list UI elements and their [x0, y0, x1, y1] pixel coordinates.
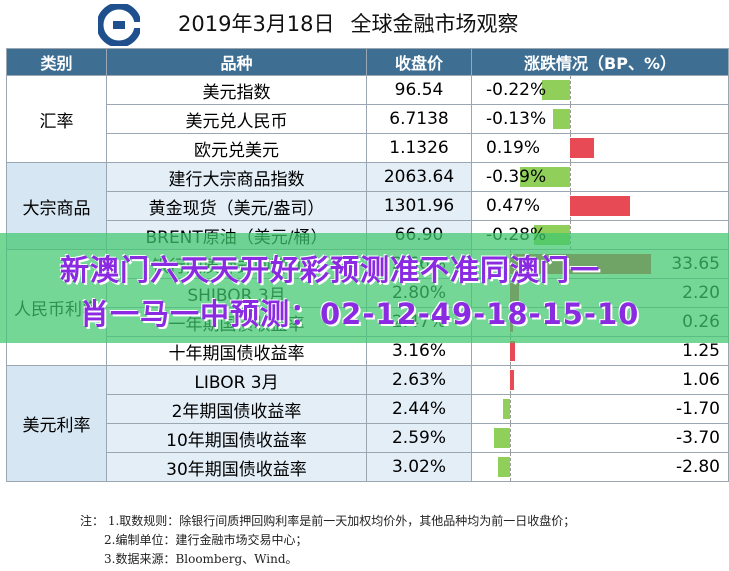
close-cell: 2.59%: [366, 423, 472, 453]
watermark-line-2: 肖一马一中预测：02-12-49-18-15-10: [80, 297, 640, 331]
change-label: -0.22%: [486, 80, 547, 100]
variety-cell: 10年期国债收益率: [106, 423, 367, 453]
change-cell: -1.70: [471, 394, 729, 424]
ccb-logo-icon: [98, 4, 140, 46]
change-bar-down: [541, 80, 570, 100]
change-cell: -0.22%: [471, 75, 729, 105]
variety-cell: 建行大宗商品指数: [106, 162, 367, 192]
change-bar-down: [502, 399, 510, 419]
table-row: 汇率 美元指数 96.54 -0.22%: [6, 75, 729, 163]
change-cell: -0.39%: [471, 162, 729, 192]
change-bar-down: [520, 167, 570, 187]
close-cell: 2063.64: [366, 162, 472, 192]
change-bar-up: [510, 370, 515, 390]
footnote-3: 3.数据来源：Bloomberg、Wind。: [104, 552, 298, 566]
zero-axis: [510, 453, 511, 481]
page-title: 2019年3月18日 全球金融市场观察: [178, 8, 519, 38]
variety-cell: LIBOR 3月: [106, 365, 367, 395]
col-header-close: 收盘价: [366, 48, 472, 76]
table-row: 2年期国债收益率 2.44% -1.70: [7, 394, 729, 424]
close-cell: 1301.96: [366, 191, 472, 221]
change-cell: -3.70: [471, 423, 729, 453]
change-label: 0.47%: [486, 196, 541, 216]
close-cell: 6.7138: [366, 104, 472, 134]
table-row: 30年期国债收益率 3.02% -2.80: [7, 452, 729, 482]
change-cell: 1.06: [471, 365, 729, 395]
col-header-variety: 品种: [106, 48, 367, 76]
watermark-banner: 新澳门六天天开好彩预测准不准同澳门一 肖一马一中预测：02-12-49-18-1…: [0, 233, 729, 343]
close-cell: 1.1326: [366, 133, 472, 163]
watermark-line-1: 新澳门六天天开好彩预测准不准同澳门一: [60, 253, 601, 287]
table-row: 大宗商品 建行大宗商品指数 2063.64 -0.39%: [6, 162, 729, 250]
change-bar-down: [498, 457, 510, 477]
close-cell: 2.44%: [366, 394, 472, 424]
table-row: 美元利率 LIBOR 3月 2.63% 1.06: [6, 365, 729, 482]
zero-axis: [510, 395, 511, 423]
change-bar-up: [570, 138, 595, 158]
change-label: -0.39%: [486, 167, 547, 187]
report-title: 全球金融市场观察: [350, 12, 519, 36]
variety-cell: 30年期国债收益率: [106, 452, 367, 482]
change-cell: -2.80: [471, 452, 729, 482]
close-cell: 2.63%: [366, 365, 472, 395]
footnote-2: 2.编制单位：建行金融市场交易中心；: [104, 533, 308, 547]
category-cell: 美元利率: [6, 365, 107, 482]
change-label: 1.06: [682, 370, 720, 390]
change-label: -2.80: [676, 457, 720, 477]
variety-cell: 黄金现货（美元/盎司）: [106, 191, 367, 221]
variety-cell: 美元兑人民币: [106, 104, 367, 134]
table-row: 黄金现货（美元/盎司） 1301.96 0.47%: [7, 191, 729, 221]
col-header-change: 涨跌情况（BP、%）: [471, 48, 729, 76]
change-label: -3.70: [676, 428, 720, 448]
close-cell: 3.02%: [366, 452, 472, 482]
variety-cell: 欧元兑美元: [106, 133, 367, 163]
change-bar-down: [553, 109, 570, 129]
change-bar-up: [510, 341, 516, 361]
zero-axis: [570, 76, 571, 104]
col-header-category: 类别: [6, 48, 107, 76]
report-date: 2019年3月18日: [178, 12, 335, 36]
zero-axis: [570, 163, 571, 191]
change-bar-down: [494, 428, 510, 448]
change-cell: 0.19%: [471, 133, 729, 163]
change-label: -1.70: [676, 399, 720, 419]
table-row: 欧元兑美元 1.1326 0.19%: [7, 133, 729, 163]
change-label: 0.19%: [486, 138, 541, 158]
change-label: 1.25: [682, 341, 720, 361]
table-header-row: 类别 品种 收盘价 涨跌情况（BP、%）: [6, 48, 729, 76]
footnote-1: 注： 1.取数规则：除银行间质押回购利率是前一天加权均价外，其他品种均为前一日收…: [80, 514, 576, 528]
header: 2019年3月18日 全球金融市场观察: [0, 0, 729, 48]
change-cell: 0.47%: [471, 191, 729, 221]
variety-cell: 2年期国债收益率: [106, 394, 367, 424]
zero-axis: [570, 105, 571, 133]
zero-axis: [510, 424, 511, 452]
change-bar-up: [570, 196, 630, 216]
change-label: -0.13%: [486, 109, 547, 129]
table-row: 美元兑人民币 6.7138 -0.13%: [7, 104, 729, 134]
table-row: 10年期国债收益率 2.59% -3.70: [7, 423, 729, 453]
category-cell: 汇率: [6, 75, 107, 163]
close-cell: 96.54: [366, 75, 472, 105]
footnotes: 注： 1.取数规则：除银行间质押回购利率是前一天加权均价外，其他品种均为前一日收…: [80, 512, 575, 569]
change-cell: -0.13%: [471, 104, 729, 134]
variety-cell: 美元指数: [106, 75, 367, 105]
